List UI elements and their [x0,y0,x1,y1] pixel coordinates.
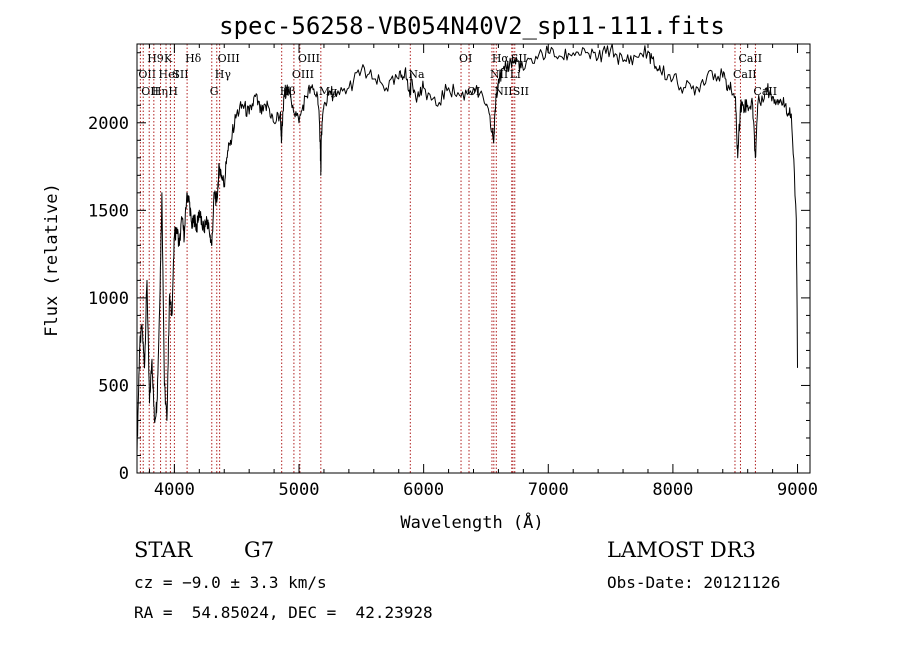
line-marker-label: CaII [733,68,757,81]
line-marker-label: G [210,85,219,98]
coordinates: RA = 54.85024, DEC = 42.23928 [134,603,433,622]
chart-title: spec-56258-VB054N40V2_sp11-111.fits [219,12,725,40]
line-marker-label: Na [408,68,425,81]
line-marker-label: Hα [492,52,510,65]
x-tick-label: 7000 [528,480,569,500]
spectrum-series [136,43,798,456]
line-marker-label: HeI [159,68,179,81]
line-marker-label: OIII [292,68,314,81]
line-marker-label: H [168,85,178,98]
line-markers: OIIOIIH9HηHeIKHSIIHδGHγOIIIHβOIIIOIIIMgN… [138,44,777,473]
line-marker-label: OII [141,85,159,98]
x-tick-label: 5000 [279,480,320,500]
line-marker-label: Hδ [185,52,202,65]
line-marker-label: SII [172,68,188,81]
plot-frame [136,43,811,474]
line-marker-label: NII [494,85,512,98]
y-axis-label: Flux (relative) [42,183,62,337]
line-marker-label: Li [510,68,521,81]
spectrum-line [136,43,798,456]
x-tick-label: 8000 [652,480,693,500]
y-tick-label: 2000 [88,114,129,134]
line-marker-label: OI [459,52,472,65]
y-tick-label: 1500 [88,201,129,221]
y-tick-label: 0 [119,464,129,484]
line-marker-label: CaII [738,52,762,65]
line-marker-label: H9 [147,52,164,65]
object-subclass: G7 [244,538,275,562]
line-marker-label: NII [490,68,508,81]
y-tick-label: 1000 [88,289,129,309]
line-marker-label: OIII [218,52,240,65]
x-tick-label: 9000 [777,480,818,500]
line-marker-label: OII [138,68,156,81]
line-marker-label: OIII [298,52,320,65]
x-tick-label: 6000 [403,480,444,500]
observation-date: Obs-Date: 20121126 [607,573,781,592]
x-tick-label: 4000 [154,480,195,500]
object-class: STAR [134,538,193,562]
redshift-velocity: cz = −9.0 ± 3.3 km/s [134,573,327,592]
line-marker-label: Hη [152,85,168,98]
line-marker-label: K [164,52,173,65]
line-marker-label: SII [513,85,529,98]
line-marker-label: Hγ [215,68,232,81]
axis-ticks: 4000 5000 6000 7000 8000 9000 0 500 1000 1500 2000 [88,44,818,500]
survey-name: LAMOST DR3 [607,538,756,562]
y-tick-label: 500 [98,376,129,396]
x-axis-label: Wavelength (Å) [400,511,543,533]
